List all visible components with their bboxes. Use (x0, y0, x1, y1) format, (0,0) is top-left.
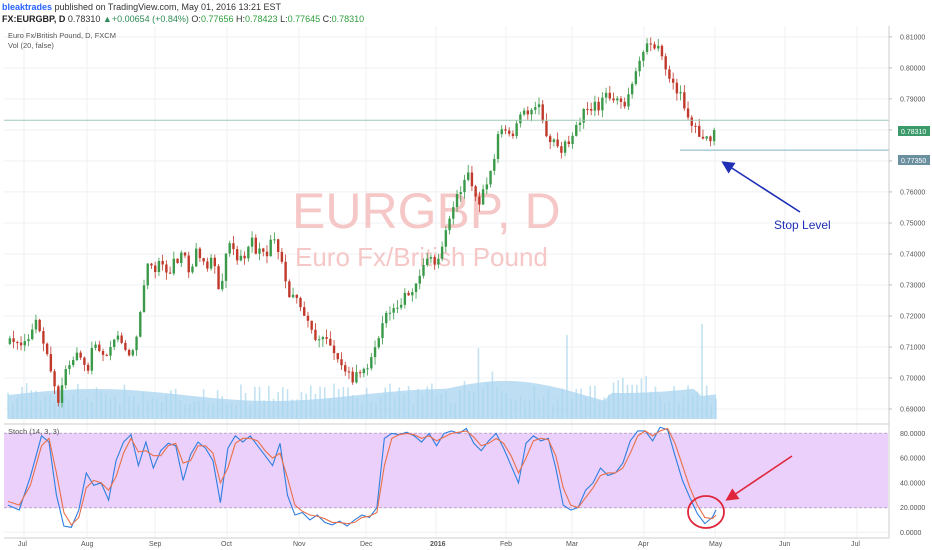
close-value: 0.78310 (331, 14, 365, 24)
price-axis-label: 0.79000 (900, 96, 925, 103)
price-axis-label: 0.74000 (900, 251, 925, 258)
time-axis-label: Aug (81, 541, 94, 548)
last-price-tag: 0.78310 (898, 126, 930, 136)
time-axis-label: 2016 (430, 541, 446, 548)
stoch-d-line (7, 427, 717, 526)
price-axis-label: 0.72000 (900, 313, 925, 320)
watermark-symbol: EURGBP, D (292, 183, 561, 239)
stoch-axis[interactable]: 0.0000 20.0000 40.0000 60.0000 80.0000 (900, 431, 925, 537)
price-axis-label: 0.69000 (900, 407, 925, 414)
stoch-axis-label: 60.0000 (900, 456, 925, 463)
volume-ma-area (8, 380, 716, 419)
oversold-circle (687, 495, 725, 529)
stoch-k-line (7, 426, 717, 528)
price-axis-label: 0.71000 (900, 345, 925, 352)
symbol-label: FX:EURGBP, D (2, 14, 66, 24)
high-value: 0.78423 (245, 14, 278, 24)
low-label: L: (280, 14, 288, 24)
time-axis[interactable]: Jul Aug Sep Oct Nov Dec 2016 Feb Mar Apr May Jun Jul (18, 541, 860, 548)
last-price-text: 0.78310 (67, 14, 101, 24)
price-axis-label: 0.70000 (900, 376, 925, 383)
time-axis-label: Dec (360, 541, 373, 548)
stoch-band-fill (4, 433, 888, 508)
ohlc-line: FX:EURGBP, D 0.78310 ▲+0.00654 (+0.84%) … (2, 14, 364, 25)
low-value: 0.77645 (287, 14, 321, 24)
change-text: +0.00654 (+0.84%) (111, 14, 189, 24)
time-axis-label: Jul (18, 541, 27, 548)
close-label: C: (322, 14, 332, 24)
stoch-axis-label: 80.0000 (900, 431, 925, 438)
time-axis-label: Jul (851, 541, 860, 548)
legend-title[interactable]: Euro Fx/British Pound, D, FXCM (8, 31, 116, 40)
high-label: H: (236, 14, 245, 24)
oversold-arrow (725, 455, 793, 501)
watermark-name: Euro Fx/British Pound (295, 242, 548, 272)
time-axis-label: May (709, 541, 723, 548)
time-axis-label: Oct (221, 541, 232, 548)
stoch-axis-label: 20.0000 (900, 505, 925, 512)
time-axis-label: Jun (779, 541, 790, 548)
time-axis-label: Sep (149, 541, 162, 548)
time-axis-label: Mar (566, 541, 579, 548)
legend-stoch[interactable]: Stoch (14, 3, 3) (8, 427, 60, 436)
stop-price-tag: 0.77350 (898, 155, 930, 165)
stoch-axis-label: 40.0000 (900, 480, 925, 487)
open-label: O: (191, 14, 201, 24)
price-axis-label: 0.75000 (900, 220, 925, 227)
stop-arrow (721, 161, 801, 213)
up-arrow-icon: ▲ (102, 14, 112, 24)
chart-header: bleaktrades published on TradingView.com… (0, 0, 932, 26)
legend-volume[interactable]: Vol (20, false) (8, 41, 54, 50)
candlestick-series (8, 37, 716, 408)
price-axis[interactable]: 0.69000 0.70000 0.71000 0.72000 0.73000 0.740… (889, 34, 925, 414)
time-axis-label: Apr (638, 541, 650, 548)
stop-level-label: Stop Level (774, 218, 831, 232)
stop-price-tag-text: 0.77350 (901, 158, 926, 165)
price-axis-label: 0.81000 (900, 34, 925, 41)
time-axis-label: Nov (293, 541, 306, 548)
price-axis-label: 0.76000 (900, 189, 925, 196)
last-price-tag-text: 0.78310 (901, 129, 926, 136)
author-link[interactable]: bleaktrades (2, 2, 53, 12)
published-text: published on TradingView.com, May 01, 20… (52, 2, 282, 12)
time-axis-label: Feb (500, 541, 512, 548)
stochastic-lines (7, 426, 717, 528)
price-axis-label: 0.73000 (900, 282, 925, 289)
price-axis-label: 0.80000 (900, 65, 925, 72)
publish-line: bleaktrades published on TradingView.com… (2, 2, 281, 13)
stoch-axis-label: 0.0000 (900, 530, 922, 537)
open-value: 0.77656 (200, 14, 234, 24)
